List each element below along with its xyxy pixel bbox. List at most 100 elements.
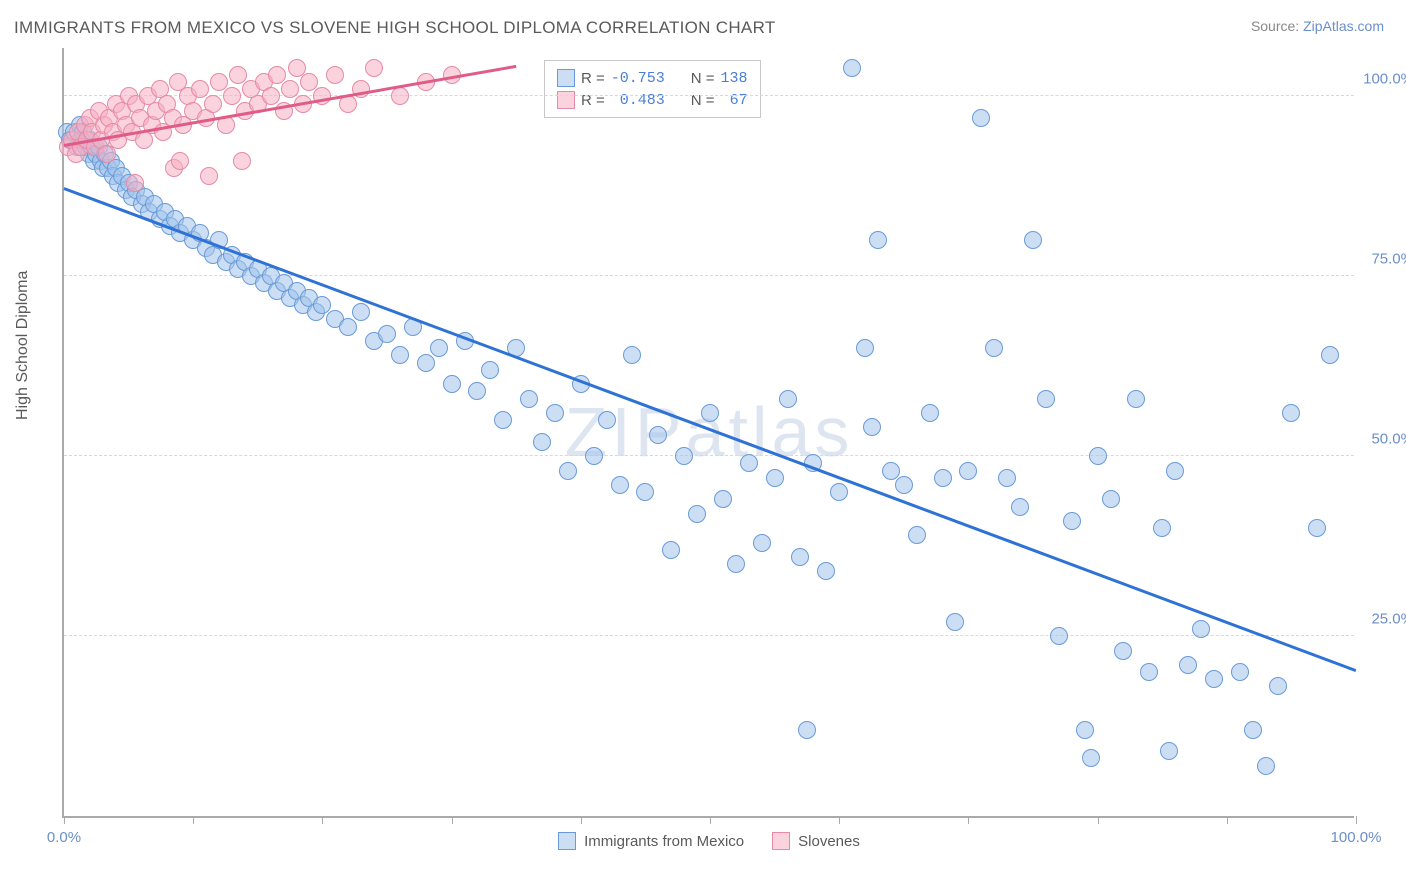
stat-label-n: N =: [691, 70, 715, 87]
data-point-mexico: [443, 375, 461, 393]
data-point-mexico: [352, 303, 370, 321]
data-point-slovenes: [223, 87, 241, 105]
data-point-mexico: [1257, 757, 1275, 775]
x-tick: [581, 816, 582, 824]
data-point-mexico: [417, 354, 435, 372]
data-point-mexico: [714, 490, 732, 508]
data-point-mexico: [585, 447, 603, 465]
data-point-mexico: [1231, 663, 1249, 681]
data-point-mexico: [649, 426, 667, 444]
data-point-slovenes: [191, 80, 209, 98]
data-point-mexico: [1011, 498, 1029, 516]
data-point-mexico: [378, 325, 396, 343]
data-point-mexico: [675, 447, 693, 465]
data-point-slovenes: [200, 167, 218, 185]
stats-row-slovenes: R = 0.483 N = 67: [557, 89, 748, 111]
data-point-mexico: [908, 526, 926, 544]
data-point-mexico: [520, 390, 538, 408]
data-point-mexico: [1127, 390, 1145, 408]
data-point-slovenes: [229, 66, 247, 84]
data-point-mexico: [430, 339, 448, 357]
data-point-mexico: [1037, 390, 1055, 408]
data-point-mexico: [869, 231, 887, 249]
data-point-mexico: [1024, 231, 1042, 249]
data-point-mexico: [701, 404, 719, 422]
data-point-slovenes: [268, 66, 286, 84]
data-point-mexico: [1050, 627, 1068, 645]
data-point-mexico: [1192, 620, 1210, 638]
data-point-mexico: [843, 59, 861, 77]
stats-legend-box: R = -0.753 N = 138 R = 0.483 N = 67: [544, 60, 761, 118]
stat-n-mexico: 138: [721, 70, 748, 87]
data-point-mexico: [313, 296, 331, 314]
data-point-mexico: [882, 462, 900, 480]
data-point-slovenes: [210, 73, 228, 91]
stat-r-slovenes: 0.483: [611, 92, 665, 109]
data-point-mexico: [1140, 663, 1158, 681]
data-point-mexico: [339, 318, 357, 336]
data-point-slovenes: [300, 73, 318, 91]
data-point-mexico: [791, 548, 809, 566]
data-point-mexico: [1308, 519, 1326, 537]
y-tick-label: 50.0%: [1371, 431, 1406, 448]
data-point-mexico: [830, 483, 848, 501]
data-point-mexico: [688, 505, 706, 523]
legend-item-mexico: Immigrants from Mexico: [558, 832, 744, 850]
data-point-mexico: [934, 469, 952, 487]
data-point-mexico: [1114, 642, 1132, 660]
data-point-mexico: [856, 339, 874, 357]
data-point-mexico: [921, 404, 939, 422]
y-axis-label: High School Diploma: [14, 271, 32, 420]
data-point-mexico: [598, 411, 616, 429]
data-point-mexico: [798, 721, 816, 739]
data-point-slovenes: [233, 152, 251, 170]
x-tick: [322, 816, 323, 824]
data-point-mexico: [481, 361, 499, 379]
y-tick-label: 75.0%: [1371, 251, 1406, 268]
gridline-h: [64, 635, 1354, 636]
source-attribution: Source: ZipAtlas.com: [1251, 18, 1384, 34]
data-point-mexico: [1089, 447, 1107, 465]
data-point-mexico: [559, 462, 577, 480]
legend-item-slovenes: Slovenes: [772, 832, 860, 850]
data-point-mexico: [959, 462, 977, 480]
stat-label-r: R =: [581, 70, 605, 87]
swatch-mexico: [558, 832, 576, 850]
data-point-slovenes: [288, 59, 306, 77]
data-point-mexico: [779, 390, 797, 408]
x-tick-label: 100.0%: [1331, 829, 1382, 846]
legend-label-slovenes: Slovenes: [798, 833, 860, 850]
data-point-slovenes: [281, 80, 299, 98]
data-point-mexico: [1153, 519, 1171, 537]
legend-label-mexico: Immigrants from Mexico: [584, 833, 744, 850]
data-point-mexico: [972, 109, 990, 127]
x-tick: [839, 816, 840, 824]
data-point-mexico: [546, 404, 564, 422]
data-point-mexico: [1244, 721, 1262, 739]
data-point-mexico: [863, 418, 881, 436]
x-tick: [1098, 816, 1099, 824]
data-point-mexico: [766, 469, 784, 487]
data-point-slovenes: [365, 59, 383, 77]
data-point-mexico: [1282, 404, 1300, 422]
x-tick-label: 0.0%: [47, 829, 81, 846]
data-point-mexico: [533, 433, 551, 451]
chart-title: IMMIGRANTS FROM MEXICO VS SLOVENE HIGH S…: [14, 18, 776, 38]
swatch-slovenes: [557, 91, 575, 109]
data-point-slovenes: [313, 87, 331, 105]
data-point-slovenes: [126, 174, 144, 192]
source-link[interactable]: ZipAtlas.com: [1303, 18, 1384, 34]
x-tick: [64, 816, 65, 824]
stats-row-mexico: R = -0.753 N = 138: [557, 67, 748, 89]
trendline-mexico: [64, 188, 1357, 672]
data-point-mexico: [636, 483, 654, 501]
data-point-mexico: [1082, 749, 1100, 767]
data-point-mexico: [753, 534, 771, 552]
data-point-mexico: [662, 541, 680, 559]
data-point-mexico: [1160, 742, 1178, 760]
data-point-mexico: [1269, 677, 1287, 695]
data-point-mexico: [1179, 656, 1197, 674]
source-prefix: Source:: [1251, 18, 1303, 34]
stat-label-n: N =: [691, 92, 715, 109]
data-point-slovenes: [204, 95, 222, 113]
